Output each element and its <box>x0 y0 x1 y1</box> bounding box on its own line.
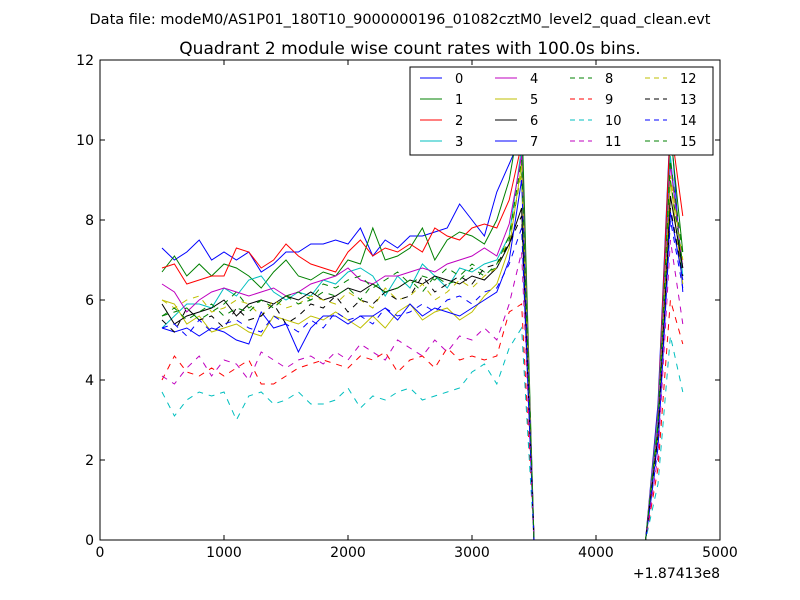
series-group <box>161 107 684 540</box>
legend-label-10: 10 <box>605 114 622 129</box>
legend-label-6: 6 <box>530 114 538 129</box>
legend-label-0: 0 <box>455 72 463 87</box>
series-line-5 <box>161 163 684 540</box>
x-tick-label: 4000 <box>578 545 614 561</box>
legend-label-13: 13 <box>680 93 697 108</box>
series-line-7 <box>161 179 684 540</box>
series-line-3 <box>161 147 684 540</box>
series-line-11 <box>161 239 684 540</box>
x-tick-label: 0 <box>96 545 105 561</box>
legend-label-15: 15 <box>680 135 697 150</box>
y-tick-label: 8 <box>85 213 94 229</box>
legend-frame <box>409 66 714 156</box>
x-tick-label: 3000 <box>454 545 490 561</box>
chart-title: Quadrant 2 module wise count rates with … <box>179 39 640 59</box>
legend-label-7: 7 <box>530 135 538 150</box>
series-line-1 <box>161 107 684 540</box>
x-offset-label: +1.87413e8 <box>633 566 720 582</box>
series-line-10 <box>161 326 684 540</box>
series-line-9 <box>161 299 684 540</box>
x-tick-label: 1000 <box>206 545 242 561</box>
legend-label-5: 5 <box>530 93 538 108</box>
series-line-15 <box>161 159 684 540</box>
y-tick-label: 0 <box>85 533 94 549</box>
legend-label-11: 11 <box>605 135 622 150</box>
legend-label-14: 14 <box>680 114 697 129</box>
legend-label-4: 4 <box>530 72 538 87</box>
series-line-12 <box>161 171 684 540</box>
legend-label-8: 8 <box>605 72 613 87</box>
legend-label-1: 1 <box>455 93 463 108</box>
y-tick-label: 6 <box>85 293 94 309</box>
series-line-14 <box>161 219 684 540</box>
series-line-8 <box>161 171 684 540</box>
legend-label-3: 3 <box>455 135 463 150</box>
y-tick-label: 2 <box>85 453 94 469</box>
series-line-4 <box>161 155 684 540</box>
series-line-0 <box>161 119 684 540</box>
data-file-label: Data file: modeM0/AS1P01_180T10_90000001… <box>90 12 711 28</box>
x-tick-label: 2000 <box>330 545 366 561</box>
x-tick-label: 5000 <box>702 545 738 561</box>
legend-label-9: 9 <box>605 93 613 108</box>
series-line-2 <box>161 123 684 540</box>
legend-label-2: 2 <box>455 114 463 129</box>
series-line-13 <box>161 207 684 540</box>
y-tick-label: 4 <box>85 373 94 389</box>
legend-label-12: 12 <box>680 72 697 87</box>
series-line-6 <box>161 195 684 540</box>
y-tick-label: 12 <box>76 53 94 69</box>
y-tick-label: 10 <box>76 133 94 149</box>
